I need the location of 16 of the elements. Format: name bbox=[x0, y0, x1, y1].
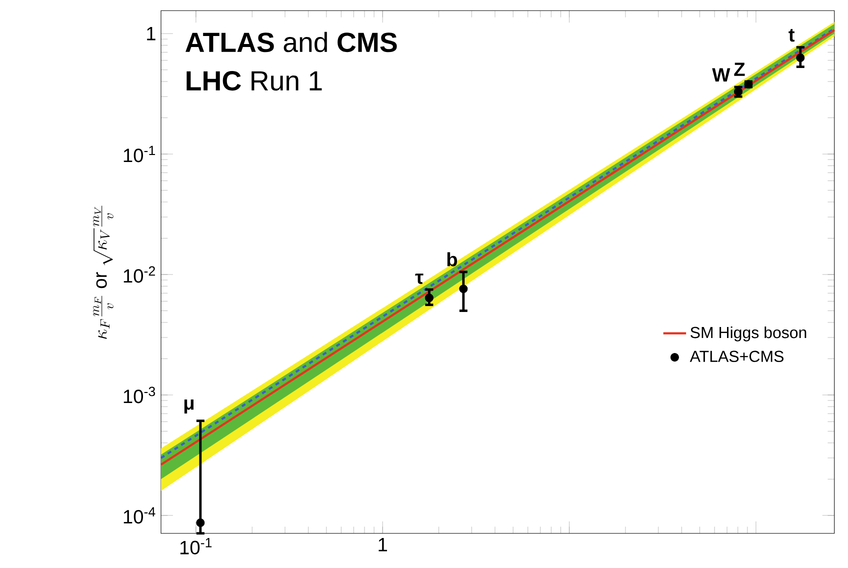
y-tick-label: 10$^{-1}$ bbox=[124, 146, 155, 162]
annotation: μ bbox=[184, 399, 194, 414]
annotation: b bbox=[447, 252, 458, 266]
annotation: LHC Run 1 bbox=[186, 71, 322, 91]
annotation: W bbox=[712, 68, 730, 82]
y-tick-label: 10$^{-4}$ bbox=[124, 507, 156, 524]
y-tick-label: 1 bbox=[147, 26, 156, 40]
y-axis-title: $\kappa_F\frac{m_F}{v}\mbox{ or }\sqrt{\kappa_V}\frac{m_V}{v}$ bbox=[93, 206, 114, 339]
legend-label: ATLAS+CMS bbox=[690, 350, 784, 362]
legend-label: SM Higgs boson bbox=[690, 326, 806, 342]
y-tick-label: 10$^{-3}$ bbox=[124, 386, 156, 404]
annotation: ATLAS and CMS bbox=[186, 32, 397, 52]
annotation: τ bbox=[415, 274, 424, 284]
y-tick-label: 10$^{-2}$ bbox=[124, 266, 155, 283]
annotation: t bbox=[788, 28, 795, 42]
annotation: Z bbox=[734, 62, 745, 76]
